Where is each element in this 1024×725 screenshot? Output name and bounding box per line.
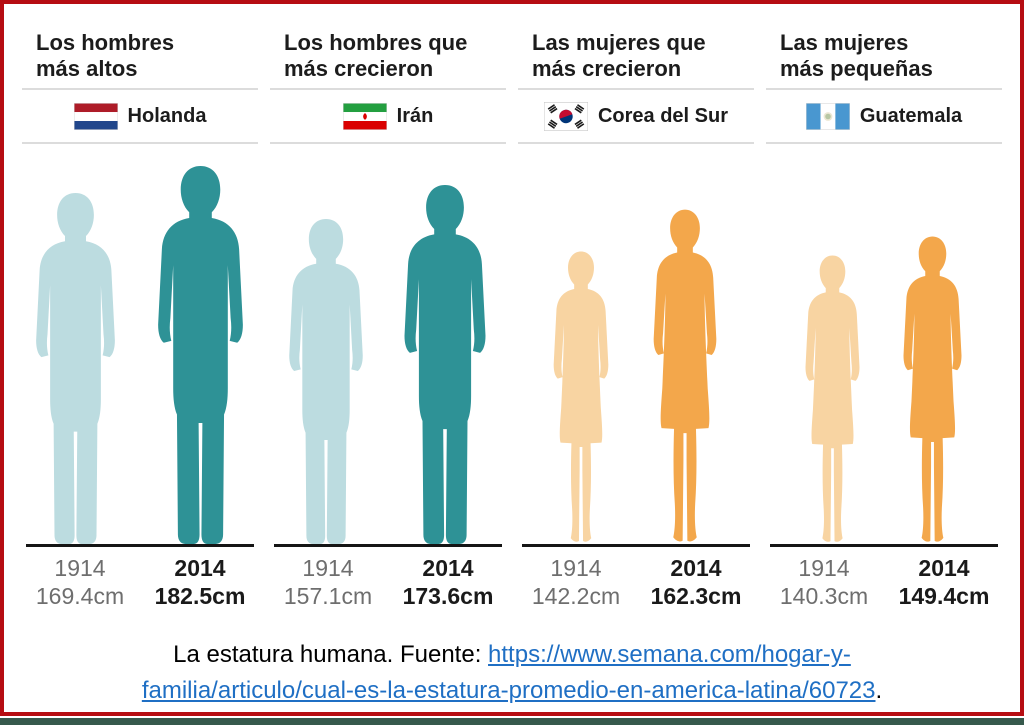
infographic-content: Los hombres más altos Holanda 1914 169.4… [8,8,1016,704]
country-column: Las mujeres que más crecieron Corea del … [516,16,756,611]
country-name: Irán [396,104,434,127]
divider-line-top [766,88,1002,90]
ground-line [274,544,502,547]
silhouette-2014-male [404,185,486,544]
stat-2014: 2014 149.4cm [884,555,1004,611]
stats-row: 1914 142.2cm 2014 162.3cm [516,547,756,611]
year-1914-label: 1914 [798,555,850,581]
divider-line-bottom [270,142,506,144]
stats-row: 1914 140.3cm 2014 149.4cm [764,547,1004,611]
source-link-line2[interactable]: familia/articulo/cual-es-la-estatura-pro… [141,677,876,704]
year-1914-label: 1914 [550,555,602,581]
column-title: Los hombres más altos [36,30,175,81]
silhouette-1914-male [289,219,363,544]
stat-1914: 1914 157.1cm [268,555,388,611]
silhouette-2014-female [903,236,962,542]
year-2014-label: 2014 [670,555,722,581]
silhouette-1914-female [805,255,860,542]
divider-line-bottom [22,142,258,144]
ground-line [522,544,750,547]
country-name: Corea del Sur [597,104,729,127]
ground-line [26,544,254,547]
source-link[interactable]: https://www.semana.com/hogar-y- [488,641,851,668]
stat-2014: 2014 182.5cm [140,555,260,611]
silhouette-1914-female [553,251,609,542]
year-2014-label: 2014 [422,555,474,581]
country-row: Irán [268,90,508,142]
stats-row: 1914 169.4cm 2014 182.5cm [20,547,260,611]
country-column: Los hombres que más crecieron Irán 1914 … [268,16,508,611]
country-column: Los hombres más altos Holanda 1914 169.4… [20,16,260,611]
country-column: Las mujeres más pequeñas Guatemala 1914 … [764,16,1004,611]
height-2014-value: 182.5cm [154,583,246,609]
year-2014-label: 2014 [174,555,226,581]
silhouette-2014-male [158,166,243,544]
country-name: Guatemala [859,104,963,127]
country-row: Holanda [20,90,260,142]
silhouette-1914-male [36,193,115,544]
height-1914-value: 142.2cm [531,583,621,609]
silhouette-pair [516,144,756,544]
netherlands-flag [73,102,118,130]
country-columns: Los hombres más altos Holanda 1914 169.4… [20,16,1004,611]
stat-1914: 1914 140.3cm [764,555,884,611]
silhouette-pair [764,144,1004,544]
stats-row: 1914 157.1cm 2014 173.6cm [268,547,508,611]
stat-2014: 2014 173.6cm [388,555,508,611]
divider-line-top [518,88,754,90]
year-1914-label: 1914 [302,555,354,581]
silhouette-2014-female [653,209,717,542]
height-1914-value: 140.3cm [779,583,869,609]
divider-line-top [22,88,258,90]
column-title: Las mujeres que más crecieron [532,30,706,81]
column-title: Los hombres que más crecieron [284,30,468,81]
caption: La estatura humana. Fuente: https://www.… [8,637,1016,709]
stat-2014: 2014 162.3cm [636,555,756,611]
silhouette-pair [268,144,508,544]
country-name: Holanda [127,104,207,127]
divider-line-top [270,88,506,90]
height-1914-value: 169.4cm [35,583,125,609]
guatemala-flag [805,102,850,130]
year-1914-label: 1914 [54,555,106,581]
year-2014-label: 2014 [918,555,970,581]
caption-text: La estatura humana. Fuente: [173,641,489,668]
caption-period: . [875,677,883,704]
iran-flag [342,102,387,130]
divider-line-bottom [518,142,754,144]
stat-1914: 1914 142.2cm [516,555,636,611]
country-row: Guatemala [764,90,1004,142]
height-1914-value: 157.1cm [283,583,373,609]
height-2014-value: 162.3cm [650,583,742,609]
column-title: Las mujeres más pequeñas [780,30,933,81]
silhouette-pair [20,144,260,544]
ground-line [770,544,998,547]
height-2014-value: 149.4cm [898,583,990,609]
country-row: Corea del Sur [516,90,756,142]
divider-line-bottom [766,142,1002,144]
bottom-green-strip [0,718,1024,725]
south-korea-flag [543,101,588,131]
stat-1914: 1914 169.4cm [20,555,140,611]
height-2014-value: 173.6cm [402,583,494,609]
